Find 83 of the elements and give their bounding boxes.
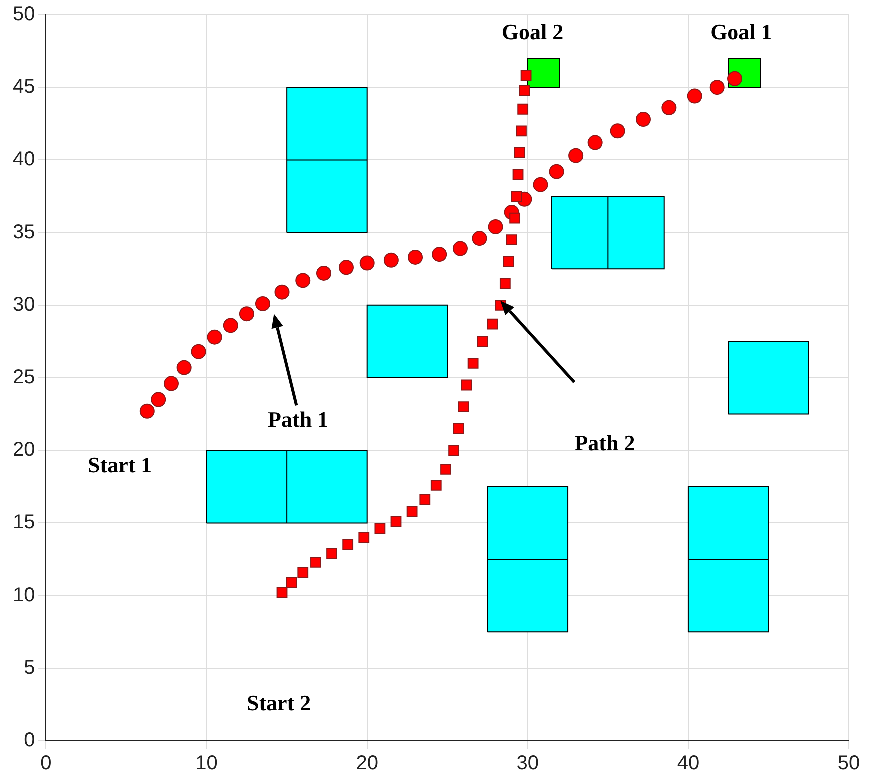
point [512, 169, 524, 180]
point [164, 376, 179, 392]
point [636, 112, 651, 128]
point [453, 423, 464, 434]
y-tick-label: 20 [12, 439, 36, 462]
point [500, 278, 511, 290]
point [316, 266, 332, 281]
point [461, 380, 472, 391]
point [472, 231, 488, 246]
point [519, 85, 530, 96]
point [503, 256, 514, 268]
y-tick-label: 45 [12, 76, 36, 98]
point [477, 336, 488, 348]
point [568, 148, 584, 164]
point [710, 80, 725, 96]
point [506, 234, 518, 246]
x-tick-label: 50 [838, 752, 860, 775]
point [384, 252, 399, 268]
y-tick-label: 25 [12, 366, 36, 389]
y-tick-label: 0 [24, 730, 36, 752]
point [520, 70, 532, 82]
point [452, 241, 468, 256]
point [140, 404, 155, 419]
annotation: Start 2 [246, 690, 312, 716]
point [518, 104, 529, 115]
point [432, 247, 448, 262]
point [448, 445, 460, 456]
point [488, 219, 504, 234]
point [511, 191, 522, 202]
point [406, 506, 418, 518]
y-tick-label: 35 [12, 221, 36, 244]
point [286, 577, 298, 588]
point [420, 494, 431, 506]
point [176, 360, 192, 376]
annotation: Path 1 [268, 407, 329, 432]
annotation: Path 2 [574, 430, 636, 456]
point [610, 124, 626, 139]
y-tick-label: 30 [12, 294, 36, 316]
point [223, 318, 238, 334]
point [514, 147, 526, 158]
y-tick-label: 50 [12, 4, 36, 26]
point [255, 296, 270, 312]
point [326, 548, 338, 560]
point [549, 164, 564, 180]
point [342, 540, 354, 550]
point [440, 464, 452, 475]
point [687, 88, 702, 104]
point [408, 250, 424, 265]
point [390, 516, 402, 528]
annotation: Goal 1 [710, 20, 772, 45]
x-tick-label: 0 [40, 752, 52, 775]
point [151, 392, 166, 408]
point [298, 567, 309, 578]
x-tick-label: 10 [196, 752, 218, 775]
y-tick-label: 5 [24, 656, 36, 679]
point [207, 330, 222, 345]
point [516, 126, 527, 137]
annotation: Start 1 [88, 452, 152, 478]
point [191, 344, 206, 360]
x-tick-label: 30 [516, 752, 540, 775]
point [588, 135, 603, 150]
point [458, 402, 470, 412]
annotation: Goal 2 [502, 20, 564, 45]
point [276, 587, 288, 598]
point [360, 256, 375, 271]
x-tick-label: 40 [677, 752, 700, 775]
point [533, 177, 548, 192]
point [468, 358, 479, 369]
x-tick-label: 20 [356, 752, 378, 775]
point [728, 71, 743, 86]
point [310, 556, 322, 568]
point [274, 284, 290, 300]
y-tick-label: 40 [12, 148, 36, 171]
point [358, 532, 370, 544]
y-tick-label: 15 [12, 512, 36, 534]
point [662, 100, 677, 116]
point [296, 273, 311, 288]
point [430, 480, 442, 491]
point [487, 318, 498, 330]
point [239, 306, 254, 322]
point [338, 260, 354, 276]
y-tick-label: 10 [12, 584, 36, 606]
point [374, 524, 386, 534]
